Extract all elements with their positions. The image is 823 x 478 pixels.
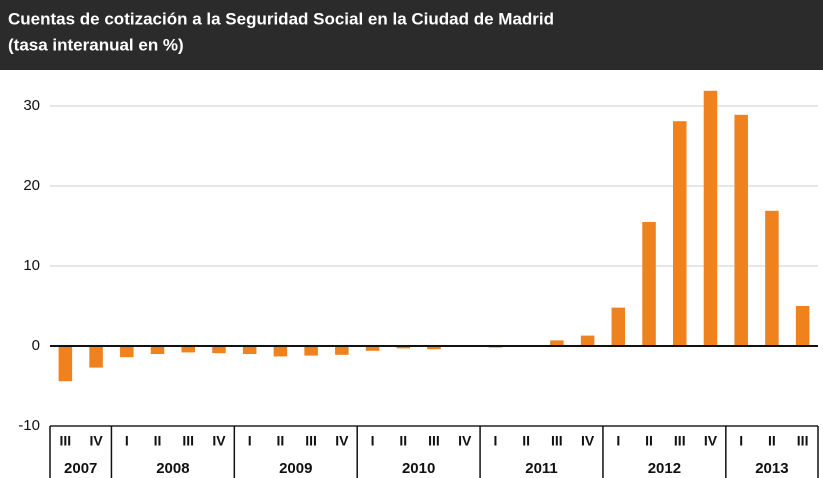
bar — [58, 346, 73, 382]
x-tick-label: I — [739, 433, 743, 449]
year-label: 2010 — [402, 460, 435, 477]
bar — [703, 90, 718, 346]
bar — [304, 346, 318, 356]
bar — [765, 210, 779, 346]
x-tick-label: IV — [335, 433, 349, 449]
x-tick-label: II — [399, 433, 407, 449]
year-label: 2012 — [648, 460, 681, 477]
x-tick-label: II — [645, 433, 653, 449]
x-tick-label: IV — [704, 433, 718, 449]
bar — [673, 121, 687, 346]
bar — [120, 346, 134, 358]
x-tick-label: I — [616, 433, 620, 449]
year-label: 2007 — [64, 460, 97, 477]
x-tick-label: II — [522, 433, 530, 449]
header-bar — [0, 0, 823, 70]
x-tick-label: I — [493, 433, 497, 449]
x-tick-label: III — [60, 433, 72, 449]
bar — [734, 114, 748, 346]
y-tick-label: 10 — [23, 257, 40, 274]
bar — [396, 346, 411, 349]
x-tick-label: III — [797, 433, 809, 449]
bar — [580, 335, 595, 346]
bar — [550, 340, 564, 346]
bar — [365, 346, 380, 351]
chart-title: Cuentas de cotización a la Seguridad Soc… — [8, 9, 554, 28]
bar — [212, 346, 226, 354]
y-tick-label: 30 — [23, 97, 40, 114]
bar — [273, 346, 288, 357]
bar — [335, 346, 349, 355]
x-tick-label: IV — [458, 433, 472, 449]
year-label: 2011 — [525, 460, 558, 477]
y-tick-label: 20 — [23, 177, 40, 194]
bar — [642, 222, 656, 346]
bar — [611, 307, 626, 346]
year-label: 2008 — [156, 460, 189, 477]
x-tick-label: IV — [581, 433, 595, 449]
bar — [150, 346, 165, 354]
x-tick-label: III — [551, 433, 563, 449]
y-tick-label: -10 — [18, 417, 40, 434]
chart-subtitle: (tasa interanual en %) — [8, 35, 184, 54]
x-tick-label: II — [154, 433, 162, 449]
x-tick-label: IV — [212, 433, 226, 449]
year-label: 2013 — [755, 460, 788, 477]
bar — [427, 346, 441, 350]
x-tick-label: IV — [89, 433, 103, 449]
x-tick-label: III — [305, 433, 317, 449]
x-tick-label: II — [768, 433, 776, 449]
bar — [89, 346, 103, 368]
x-tick-label: III — [428, 433, 440, 449]
x-tick-label: I — [371, 433, 375, 449]
bar — [795, 306, 810, 346]
x-tick-label: III — [674, 433, 686, 449]
year-label: 2009 — [279, 460, 312, 477]
x-tick-label: I — [125, 433, 129, 449]
x-tick-label: I — [248, 433, 252, 449]
bar — [181, 346, 195, 353]
bar — [242, 346, 257, 354]
x-tick-label: III — [182, 433, 194, 449]
x-tick-label: II — [277, 433, 285, 449]
y-tick-label: 0 — [32, 337, 40, 354]
